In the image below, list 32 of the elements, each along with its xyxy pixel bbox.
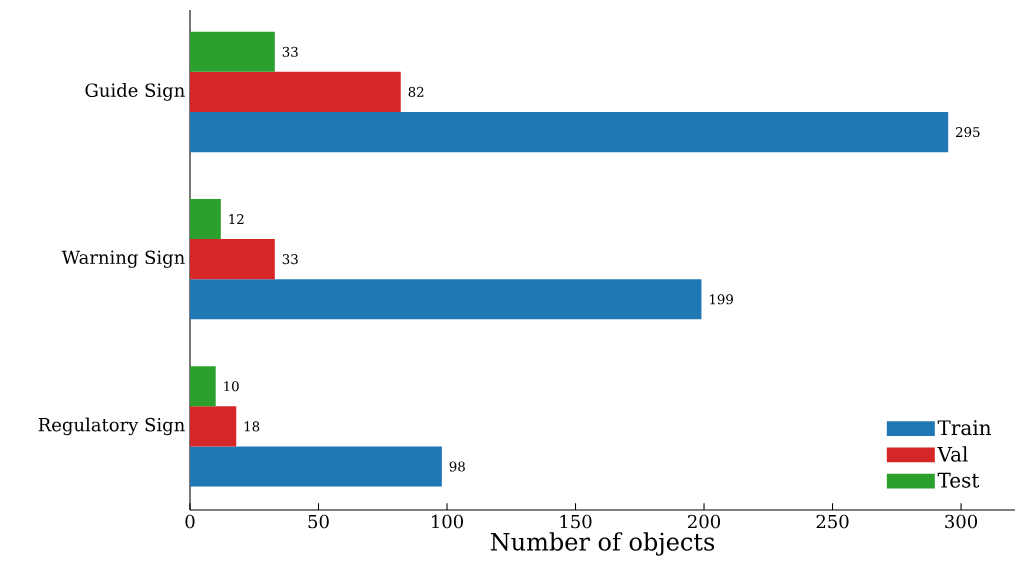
- x-tick-label: 300: [945, 514, 978, 529]
- data-label: 295: [956, 127, 980, 138]
- data-label: 199: [710, 294, 733, 305]
- x-tick-label: 200: [688, 514, 721, 529]
- data-label: 98: [449, 461, 465, 472]
- y-tick-label: Guide Sign: [85, 83, 185, 101]
- x-tick-label: 100: [432, 514, 463, 529]
- bar: [190, 71, 401, 112]
- data-label: 10: [224, 381, 239, 392]
- bar: [190, 239, 275, 280]
- data-label: 18: [244, 421, 260, 432]
- legend-label: Train: [937, 420, 992, 436]
- x-axis-title: Number of objects: [490, 532, 715, 556]
- bar: [190, 279, 702, 320]
- legend-label: Test: [937, 472, 980, 488]
- data-label: 33: [282, 46, 298, 57]
- data-label: 12: [229, 214, 244, 224]
- x-tick-label: 0: [185, 514, 195, 529]
- y-tick-label: Regulatory Sign: [38, 417, 185, 436]
- bar: [190, 366, 216, 407]
- bar: [190, 446, 442, 487]
- x-tick-label: 250: [816, 514, 849, 529]
- bar: [190, 31, 275, 72]
- bar: [190, 198, 221, 240]
- legend-label: Val: [937, 446, 968, 462]
- data-label: 82: [408, 86, 424, 97]
- bar: [190, 406, 237, 447]
- bar: [190, 112, 949, 153]
- x-tick-label: 50: [308, 514, 329, 529]
- data-label: 33: [282, 254, 298, 265]
- x-tick-label: 150: [560, 514, 592, 529]
- y-tick-label: Warning Sign: [61, 250, 185, 268]
